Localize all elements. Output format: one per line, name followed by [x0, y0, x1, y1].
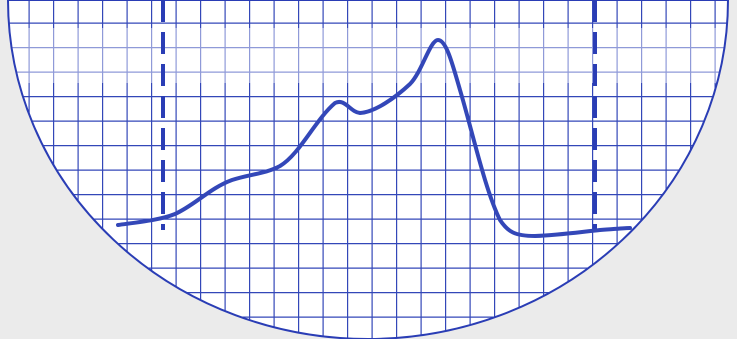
faded-band [8, 28, 728, 83]
curve [116, 38, 632, 238]
